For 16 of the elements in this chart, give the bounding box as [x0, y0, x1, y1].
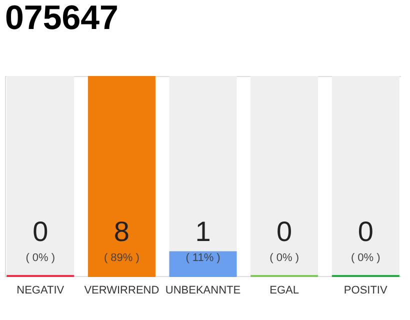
annotation: 1	[195, 216, 211, 247]
annotation: 8	[114, 216, 130, 247]
data-label: ( 89% )	[104, 252, 140, 264]
data-label: ( 0% )	[270, 252, 299, 264]
x-tick-label: POSITIV	[344, 284, 388, 296]
data-label: ( 0% )	[350, 252, 380, 264]
data-label: ( 11% )	[186, 252, 220, 264]
x-tick-label: VERWIRREND	[84, 284, 160, 296]
annotation: 0	[32, 216, 48, 247]
x-tick-label: EGAL	[270, 284, 299, 296]
annotation: 0	[276, 216, 292, 247]
chart-title: 075647	[5, 0, 118, 37]
x-tick-label: UNBEKANNTE	[165, 284, 241, 296]
data-label: ( 0% )	[26, 252, 56, 264]
annotation: 0	[358, 216, 374, 247]
x-tick-label: NEGATIV	[16, 284, 65, 296]
